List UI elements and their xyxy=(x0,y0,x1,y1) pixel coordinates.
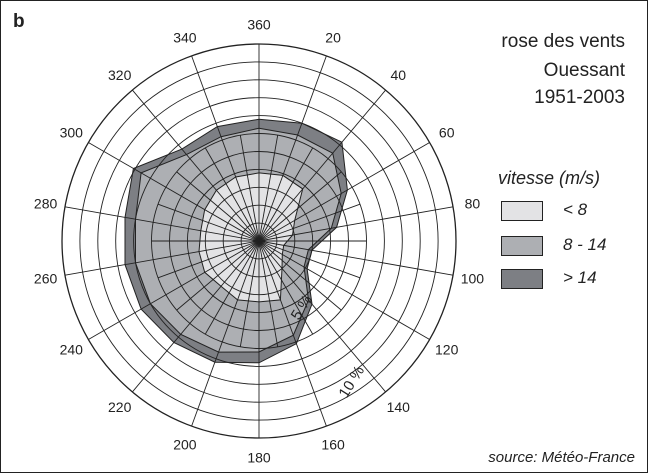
spoke-340 xyxy=(191,55,260,242)
spoke-160 xyxy=(258,240,327,427)
direction-label-280: 280 xyxy=(34,195,58,211)
direction-label-340: 340 xyxy=(173,29,197,45)
spoke-40 xyxy=(258,89,386,242)
legend-swatch-strong xyxy=(501,269,543,289)
legend-item-moderate: 8 - 14 xyxy=(501,235,641,256)
direction-label-80: 80 xyxy=(465,195,481,211)
spoke-10 xyxy=(258,135,279,242)
spoke-170 xyxy=(258,240,279,347)
spoke-240 xyxy=(88,240,260,340)
direction-label-200: 200 xyxy=(173,437,197,453)
legend-title: vitesse (m/s) xyxy=(498,168,601,188)
legend-label-moderate: 8 - 14 xyxy=(563,235,607,254)
chart-location: Ouessant xyxy=(543,60,625,81)
spoke-110 xyxy=(258,240,361,279)
spoke-310 xyxy=(176,171,260,242)
legend-swatch-calm xyxy=(501,201,543,221)
direction-label-180: 180 xyxy=(247,450,271,466)
direction-label-60: 60 xyxy=(439,125,455,141)
direction-label-260: 260 xyxy=(34,271,58,287)
spoke-150 xyxy=(258,240,314,335)
chart-title: rose des vents xyxy=(501,31,625,52)
spoke-220 xyxy=(132,240,260,393)
spoke-80 xyxy=(258,206,454,242)
direction-label-360: 360 xyxy=(247,16,271,32)
spoke-70 xyxy=(258,203,361,242)
direction-label-300: 300 xyxy=(60,125,84,141)
direction-label-120: 120 xyxy=(435,341,459,357)
direction-label-40: 40 xyxy=(391,67,407,83)
legend-label-strong: > 14 xyxy=(563,268,597,287)
spoke-30 xyxy=(258,147,314,242)
source-credit: source: Météo-France xyxy=(488,449,635,466)
spoke-20 xyxy=(258,55,327,242)
spoke-130 xyxy=(258,240,342,311)
direction-label-100: 100 xyxy=(461,271,485,287)
spoke-330 xyxy=(204,147,260,242)
spoke-140 xyxy=(258,240,386,393)
spoke-290 xyxy=(157,203,260,242)
spoke-200 xyxy=(191,240,260,427)
direction-label-160: 160 xyxy=(321,437,345,453)
spoke-320 xyxy=(132,89,260,242)
legend-item-strong: > 14 xyxy=(501,268,641,289)
spoke-190 xyxy=(239,240,260,347)
panel-letter: b xyxy=(13,11,25,32)
spoke-100 xyxy=(258,240,454,276)
legend-item-calm: < 8 xyxy=(501,200,641,221)
legend-swatch-moderate xyxy=(501,236,543,256)
spoke-300 xyxy=(88,142,260,242)
spoke-230 xyxy=(176,240,260,311)
direction-label-20: 20 xyxy=(325,29,341,45)
spoke-210 xyxy=(204,240,260,335)
direction-label-140: 140 xyxy=(387,399,411,415)
spoke-120 xyxy=(258,240,430,340)
chart-period: 1951-2003 xyxy=(534,87,625,108)
direction-label-220: 220 xyxy=(108,399,132,415)
spoke-60 xyxy=(258,142,430,242)
direction-label-240: 240 xyxy=(60,341,84,357)
spoke-350 xyxy=(239,135,260,242)
spoke-260 xyxy=(64,240,260,276)
direction-label-320: 320 xyxy=(108,67,132,83)
spoke-50 xyxy=(258,171,342,242)
spoke-280 xyxy=(64,206,260,242)
spoke-250 xyxy=(157,240,260,279)
legend-label-calm: < 8 xyxy=(563,200,588,219)
